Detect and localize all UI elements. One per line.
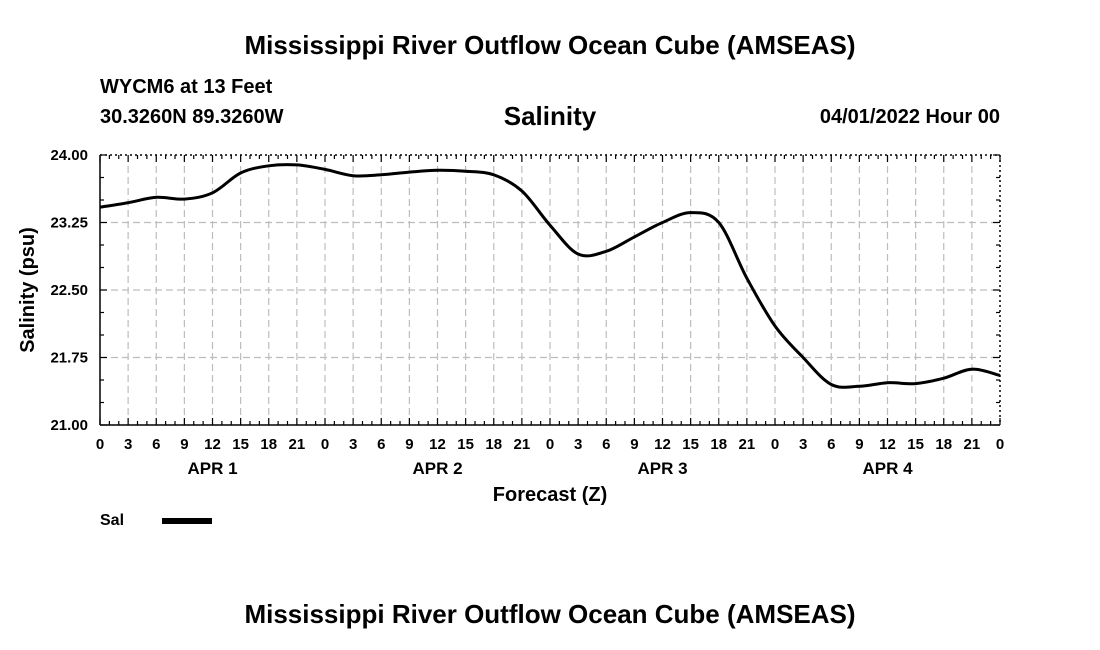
grid-lines [100, 155, 1000, 425]
x-tick-label: 15 [232, 436, 249, 453]
x-tick-label: 9 [405, 436, 413, 453]
x-tick-label: 0 [771, 436, 779, 453]
day-label: APR 3 [637, 459, 687, 478]
x-tick-label: 12 [429, 436, 446, 453]
x-tick-label: 15 [457, 436, 474, 453]
day-label: APR 1 [187, 459, 237, 478]
x-tick-label: 3 [799, 436, 807, 453]
legend: Sal [100, 512, 212, 529]
day-label: APR 2 [412, 459, 462, 478]
x-tick-label: 21 [739, 436, 756, 453]
x-tick-label: 3 [574, 436, 582, 453]
x-tick-label: 3 [124, 436, 132, 453]
x-tick-label: 12 [654, 436, 671, 453]
x-tick-label: 6 [377, 436, 385, 453]
x-tick-label: 0 [321, 436, 329, 453]
x-tick-label: 21 [964, 436, 981, 453]
x-tick-label: 0 [546, 436, 554, 453]
y-tick-label: 24.00 [50, 147, 88, 164]
station-label: WYCM6 at 13 Feet [100, 76, 273, 98]
legend-label: Sal [100, 512, 124, 529]
x-tick-label: 0 [96, 436, 104, 453]
x-tick-label: 6 [602, 436, 610, 453]
forecast-date: 04/01/2022 Hour 00 [819, 106, 1000, 128]
series-line-sal [99, 163, 1001, 389]
y-tick-label: 22.50 [50, 282, 88, 299]
x-tick-label: 9 [180, 436, 188, 453]
x-tick-label: 15 [682, 436, 699, 453]
x-tick-label: 12 [879, 436, 896, 453]
series-layer [99, 163, 1001, 389]
x-axis-title: Forecast (Z) [493, 484, 607, 506]
axis-labels: 0 3 6 9 12 15 18 21 0 3 6 9 12 15 18 21 0 3 6 9 12 15 18 21 0 3 6 9… [17, 147, 1004, 506]
x-tick-label: 18 [935, 436, 952, 453]
x-tick-label: 6 [152, 436, 160, 453]
y-axis-title: Salinity (psu) [17, 227, 39, 353]
x-tick-label: 0 [996, 436, 1004, 453]
x-tick-label: 9 [630, 436, 638, 453]
main-title: Mississippi River Outflow Ocean Cube (AM… [244, 30, 856, 60]
x-tick-label: 15 [907, 436, 924, 453]
x-tick-label: 21 [514, 436, 531, 453]
station-coordinates: 30.3260N 89.3260W [100, 106, 284, 128]
y-tick-label: 21.00 [50, 417, 88, 434]
axes [99, 154, 1001, 426]
x-tick-label: 12 [204, 436, 221, 453]
y-tick-label: 23.25 [50, 215, 88, 232]
footer-title: Mississippi River Outflow Ocean Cube (AM… [244, 599, 856, 629]
y-tick-label: 21.75 [50, 350, 88, 367]
day-label: APR 4 [862, 459, 913, 478]
x-tick-label: 18 [710, 436, 727, 453]
x-tick-label: 3 [349, 436, 357, 453]
x-tick-label: 6 [827, 436, 835, 453]
x-tick-label: 21 [289, 436, 306, 453]
x-tick-label: 18 [485, 436, 502, 453]
x-tick-label: 18 [260, 436, 277, 453]
chart-title: Salinity [503, 101, 597, 131]
x-tick-label: 9 [855, 436, 863, 453]
